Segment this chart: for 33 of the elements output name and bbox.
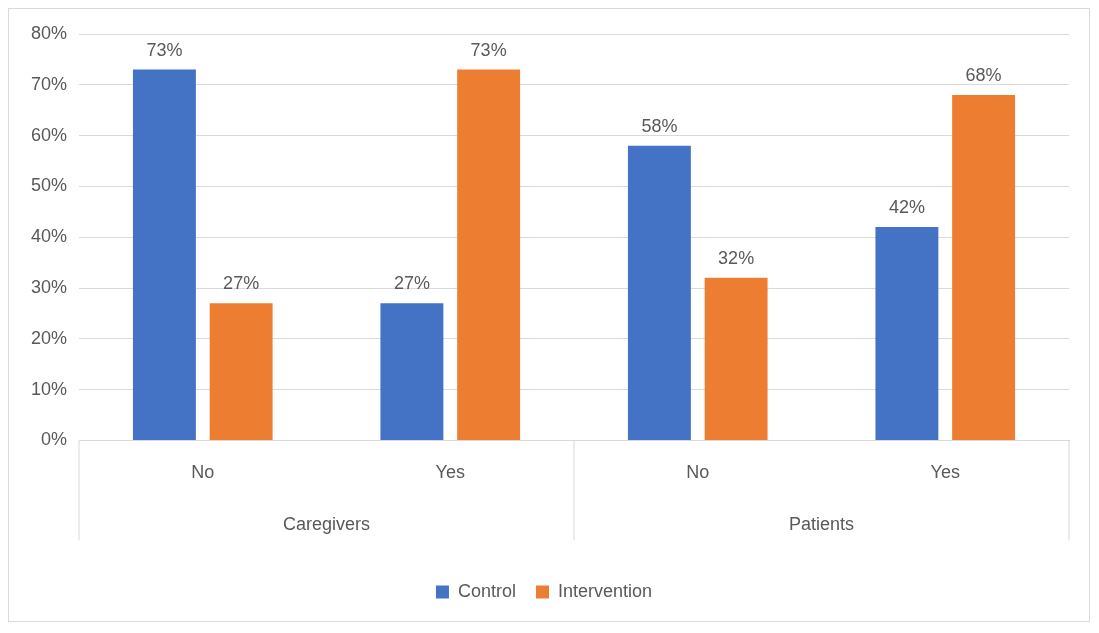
y-tick-label: 50%	[31, 175, 68, 196]
bar	[457, 69, 521, 440]
bar	[627, 145, 691, 440]
legend-label: Control	[457, 580, 516, 601]
y-tick-label: 10%	[31, 378, 68, 399]
data-label: 27%	[393, 273, 430, 294]
text: Patients	[788, 514, 855, 535]
y-tick-label: 70%	[31, 73, 68, 94]
data-label: 42%	[888, 197, 925, 218]
data-label: 58%	[641, 115, 678, 136]
bar	[380, 303, 444, 440]
x-tick-label: Yes	[930, 462, 960, 483]
data-label: 32%	[718, 247, 755, 268]
data-label: 73%	[146, 39, 183, 60]
y-tick-label: 80%	[31, 22, 68, 43]
text: Caregivers	[283, 514, 371, 535]
y-tick-label: 40%	[31, 226, 68, 247]
legend-label: Intervention	[557, 580, 653, 601]
y-tick-label: 30%	[31, 276, 68, 297]
x-tick-label: Yes	[435, 462, 465, 483]
bar	[209, 303, 273, 440]
x-tick-label: No	[686, 462, 710, 483]
y-tick-label: 0%	[41, 429, 68, 450]
bar	[704, 277, 768, 440]
x-tick-label: No	[191, 462, 215, 483]
bar	[875, 227, 939, 440]
data-label: 27%	[223, 273, 260, 294]
data-label: 68%	[965, 64, 1002, 85]
bar	[952, 94, 1016, 440]
y-tick-label: 60%	[31, 124, 68, 145]
data-label: 73%	[470, 39, 507, 60]
y-tick-label: 20%	[31, 327, 68, 348]
bar	[132, 69, 196, 440]
